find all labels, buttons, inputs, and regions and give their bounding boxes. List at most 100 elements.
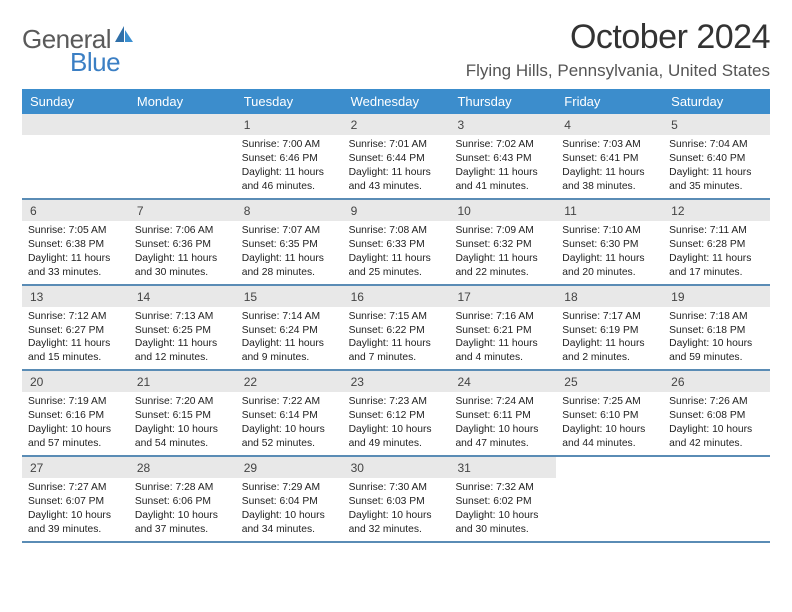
week-row: 20Sunrise: 7:19 AMSunset: 6:16 PMDayligh… <box>22 371 770 457</box>
sunset-line: Sunset: 6:16 PM <box>28 409 123 423</box>
daylight-line: Daylight: 11 hours and 17 minutes. <box>669 252 764 280</box>
sunset-line: Sunset: 6:28 PM <box>669 238 764 252</box>
day-cell: 4Sunrise: 7:03 AMSunset: 6:41 PMDaylight… <box>556 114 663 198</box>
sunset-line: Sunset: 6:46 PM <box>242 152 337 166</box>
sunrise-line: Sunrise: 7:03 AM <box>562 138 657 152</box>
week-row: 13Sunrise: 7:12 AMSunset: 6:27 PMDayligh… <box>22 286 770 372</box>
daylight-line: Daylight: 10 hours and 44 minutes. <box>562 423 657 451</box>
day-body: Sunrise: 7:01 AMSunset: 6:44 PMDaylight:… <box>343 135 450 198</box>
daylight-line: Daylight: 11 hours and 7 minutes. <box>349 337 444 365</box>
sunset-line: Sunset: 6:32 PM <box>455 238 550 252</box>
day-body: Sunrise: 7:06 AMSunset: 6:36 PMDaylight:… <box>129 221 236 284</box>
day-number: 20 <box>22 371 129 392</box>
sunrise-line: Sunrise: 7:00 AM <box>242 138 337 152</box>
day-number: 3 <box>449 114 556 135</box>
sunrise-line: Sunrise: 7:14 AM <box>242 310 337 324</box>
day-number: 5 <box>663 114 770 135</box>
sunset-line: Sunset: 6:36 PM <box>135 238 230 252</box>
sunset-line: Sunset: 6:44 PM <box>349 152 444 166</box>
daylight-line: Daylight: 10 hours and 47 minutes. <box>455 423 550 451</box>
day-cell: 22Sunrise: 7:22 AMSunset: 6:14 PMDayligh… <box>236 371 343 455</box>
sunrise-line: Sunrise: 7:05 AM <box>28 224 123 238</box>
sunset-line: Sunset: 6:33 PM <box>349 238 444 252</box>
day-number: 23 <box>343 371 450 392</box>
daylight-line: Daylight: 11 hours and 25 minutes. <box>349 252 444 280</box>
sunset-line: Sunset: 6:11 PM <box>455 409 550 423</box>
day-body: Sunrise: 7:29 AMSunset: 6:04 PMDaylight:… <box>236 478 343 541</box>
day-cell: 3Sunrise: 7:02 AMSunset: 6:43 PMDaylight… <box>449 114 556 198</box>
sunset-line: Sunset: 6:04 PM <box>242 495 337 509</box>
day-body: Sunrise: 7:20 AMSunset: 6:15 PMDaylight:… <box>129 392 236 455</box>
sunrise-line: Sunrise: 7:10 AM <box>562 224 657 238</box>
empty-cell <box>129 114 236 198</box>
daylight-line: Daylight: 11 hours and 38 minutes. <box>562 166 657 194</box>
month-title: October 2024 <box>466 18 770 57</box>
day-cell: 12Sunrise: 7:11 AMSunset: 6:28 PMDayligh… <box>663 200 770 284</box>
day-body: Sunrise: 7:13 AMSunset: 6:25 PMDaylight:… <box>129 307 236 370</box>
day-number: 16 <box>343 286 450 307</box>
sunset-line: Sunset: 6:18 PM <box>669 324 764 338</box>
day-number: 26 <box>663 371 770 392</box>
day-number: 2 <box>343 114 450 135</box>
sunrise-line: Sunrise: 7:01 AM <box>349 138 444 152</box>
day-body: Sunrise: 7:14 AMSunset: 6:24 PMDaylight:… <box>236 307 343 370</box>
weekday-saturday: Saturday <box>663 89 770 114</box>
day-body: Sunrise: 7:16 AMSunset: 6:21 PMDaylight:… <box>449 307 556 370</box>
day-body: Sunrise: 7:09 AMSunset: 6:32 PMDaylight:… <box>449 221 556 284</box>
weekday-friday: Friday <box>556 89 663 114</box>
day-number: 19 <box>663 286 770 307</box>
day-number: 11 <box>556 200 663 221</box>
day-body: Sunrise: 7:25 AMSunset: 6:10 PMDaylight:… <box>556 392 663 455</box>
day-body: Sunrise: 7:02 AMSunset: 6:43 PMDaylight:… <box>449 135 556 198</box>
weekday-monday: Monday <box>129 89 236 114</box>
logo: GeneralBlue <box>22 18 135 78</box>
day-body: Sunrise: 7:10 AMSunset: 6:30 PMDaylight:… <box>556 221 663 284</box>
day-cell: 7Sunrise: 7:06 AMSunset: 6:36 PMDaylight… <box>129 200 236 284</box>
day-cell: 11Sunrise: 7:10 AMSunset: 6:30 PMDayligh… <box>556 200 663 284</box>
daylight-line: Daylight: 11 hours and 9 minutes. <box>242 337 337 365</box>
day-number: 14 <box>129 286 236 307</box>
daylight-line: Daylight: 10 hours and 52 minutes. <box>242 423 337 451</box>
day-body: Sunrise: 7:07 AMSunset: 6:35 PMDaylight:… <box>236 221 343 284</box>
day-cell: 14Sunrise: 7:13 AMSunset: 6:25 PMDayligh… <box>129 286 236 370</box>
day-body: Sunrise: 7:24 AMSunset: 6:11 PMDaylight:… <box>449 392 556 455</box>
day-cell: 5Sunrise: 7:04 AMSunset: 6:40 PMDaylight… <box>663 114 770 198</box>
daylight-line: Daylight: 11 hours and 46 minutes. <box>242 166 337 194</box>
header: GeneralBlue October 2024 Flying Hills, P… <box>22 18 770 81</box>
day-body: Sunrise: 7:03 AMSunset: 6:41 PMDaylight:… <box>556 135 663 198</box>
calendar: SundayMondayTuesdayWednesdayThursdayFrid… <box>22 89 770 543</box>
daylight-line: Daylight: 10 hours and 54 minutes. <box>135 423 230 451</box>
day-number: 24 <box>449 371 556 392</box>
day-number: 6 <box>22 200 129 221</box>
daylight-line: Daylight: 11 hours and 43 minutes. <box>349 166 444 194</box>
sunrise-line: Sunrise: 7:09 AM <box>455 224 550 238</box>
sunset-line: Sunset: 6:03 PM <box>349 495 444 509</box>
sail-icon <box>113 24 135 44</box>
week-row: 6Sunrise: 7:05 AMSunset: 6:38 PMDaylight… <box>22 200 770 286</box>
daylight-line: Daylight: 11 hours and 12 minutes. <box>135 337 230 365</box>
day-number: 30 <box>343 457 450 478</box>
daylight-line: Daylight: 11 hours and 15 minutes. <box>28 337 123 365</box>
day-cell: 27Sunrise: 7:27 AMSunset: 6:07 PMDayligh… <box>22 457 129 541</box>
day-cell: 17Sunrise: 7:16 AMSunset: 6:21 PMDayligh… <box>449 286 556 370</box>
logo-text-blue: Blue <box>70 47 135 78</box>
day-number: 28 <box>129 457 236 478</box>
daylight-line: Daylight: 11 hours and 30 minutes. <box>135 252 230 280</box>
sunrise-line: Sunrise: 7:29 AM <box>242 481 337 495</box>
sunset-line: Sunset: 6:25 PM <box>135 324 230 338</box>
day-body: Sunrise: 7:30 AMSunset: 6:03 PMDaylight:… <box>343 478 450 541</box>
sunset-line: Sunset: 6:19 PM <box>562 324 657 338</box>
day-body: Sunrise: 7:00 AMSunset: 6:46 PMDaylight:… <box>236 135 343 198</box>
empty-day-number <box>22 114 129 135</box>
daylight-line: Daylight: 10 hours and 32 minutes. <box>349 509 444 537</box>
weekday-row: SundayMondayTuesdayWednesdayThursdayFrid… <box>22 89 770 114</box>
sunrise-line: Sunrise: 7:20 AM <box>135 395 230 409</box>
sunrise-line: Sunrise: 7:02 AM <box>455 138 550 152</box>
sunset-line: Sunset: 6:08 PM <box>669 409 764 423</box>
day-body: Sunrise: 7:26 AMSunset: 6:08 PMDaylight:… <box>663 392 770 455</box>
location: Flying Hills, Pennsylvania, United State… <box>466 61 770 81</box>
weekday-sunday: Sunday <box>22 89 129 114</box>
empty-day-number <box>129 114 236 135</box>
empty-cell <box>22 114 129 198</box>
day-number: 15 <box>236 286 343 307</box>
